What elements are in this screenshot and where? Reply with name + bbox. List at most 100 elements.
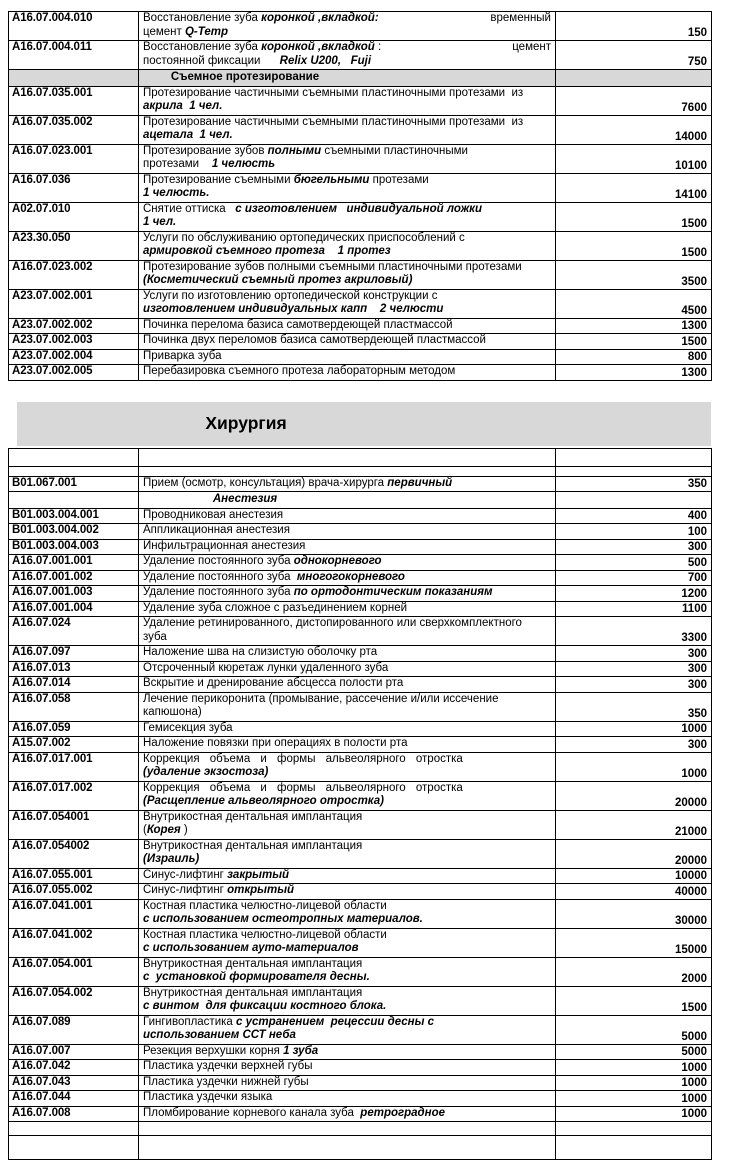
price-cell: 5000 [555, 1043, 712, 1060]
desc-line: Протезирование съемными бюгельными проте… [143, 173, 551, 187]
desc-line: (Корея ) [143, 824, 551, 838]
code-cell: A16.07.035.002 [8, 114, 139, 145]
text-segment: многогокорневого [296, 570, 405, 583]
text-segment: 1 челюсть [211, 158, 276, 170]
empty-row [8, 1135, 712, 1160]
table-row: A16.07.041.001 Костная пластика челюстно-… [8, 898, 712, 929]
desc-cell: Наложение повязки при операциях в полост… [138, 736, 556, 753]
desc-line: Протезирование частичными съемными пласт… [143, 116, 551, 129]
code-cell: A16.07.097 [8, 645, 139, 662]
price-cell: 3300 [555, 616, 712, 646]
desc-cell: Услуги по обслуживанию ортопедических пр… [138, 230, 556, 261]
table-row: A16.07.023.001 Протезирование зубов полны… [8, 143, 712, 174]
table-row: B01.067.001 Прием (осмотр, консультация) … [8, 475, 712, 492]
text-segment: Протезирование съемными [143, 173, 294, 186]
price-cell: 750 [555, 40, 712, 70]
desc-cell: Съемное протезирование [138, 69, 556, 87]
text-segment: Пластика уздечки языка [143, 1091, 273, 1103]
text-segment: ) [180, 824, 188, 836]
desc-line: с винтом для фиксации костного блока. [143, 1000, 551, 1014]
table-row: A16.07.023.002 Протезирование зубов полны… [8, 259, 712, 290]
text-segment: Наложение повязки при операциях в полост… [143, 737, 408, 749]
code-cell: A16.07.058 [8, 691, 139, 722]
section-title: Хирургия [205, 413, 287, 433]
text-segment: Костная пластика челюстно-лицевой област… [143, 899, 387, 912]
desc-line: капюшона) [143, 706, 551, 720]
text-segment: съемными пластиночными [321, 144, 468, 157]
price-cell [555, 491, 712, 509]
code-cell: A16.07.004.010 [8, 11, 139, 41]
table-row: A23.07.002.001 Услуги по изготовлению орт… [8, 288, 712, 319]
text-segment: Протезирование зубов [143, 144, 268, 157]
table-row: A16.07.024 Удаление ретинированного, дист… [8, 616, 712, 646]
desc-line: Восстановление зуба коронкой ,вкладкой :… [143, 42, 551, 55]
desc-line: постоянной фиксации Relix U200, Fuji [143, 55, 551, 69]
desc-line: цемент Q-Temp [143, 26, 551, 40]
text-segment: Внутрикостная дентальная имплантация [143, 839, 363, 852]
table-row: A16.07.054002 Внутрикостная дентальная им… [8, 838, 712, 869]
desc-cell: Протезирование зубов полными съемными пл… [138, 259, 556, 290]
table-row: A16.07.089 Гингивопластика с устранением … [8, 1014, 712, 1045]
table-row: A16.07.054.002 Внутрикостная дентальная и… [8, 985, 712, 1016]
desc-line: акрила 1 чел. [143, 100, 551, 114]
desc-line: Протезирование частичными съемными пласт… [143, 87, 551, 100]
desc-cell: Аппликационная анестезия [138, 523, 556, 540]
price-table-orthopedics: A16.07.004.010 Восстановление зуба коронк… [8, 11, 712, 381]
desc-line: Наложение шва на слизистую оболочку рта [143, 646, 551, 659]
desc-cell: Внутрикостная дентальная имплантация (Изр… [138, 838, 556, 869]
text-segment: Наложение шва на слизистую оболочку рта [143, 646, 378, 658]
price-cell: 100 [555, 523, 712, 540]
text-segment: Вскрытие и дренирование абсцесса полости… [143, 677, 404, 689]
price-cell [555, 1135, 712, 1160]
desc-cell: Приварка зуба [138, 348, 556, 365]
code-cell: B01.067.001 [8, 475, 139, 492]
desc-line: Резекция верхушки корня 1 зуба [143, 1044, 551, 1058]
table-row: A16.07.043 Пластика уздечки нижней губы 10… [8, 1074, 712, 1091]
desc-line: Инфильтрационная анестезия [143, 540, 551, 553]
table-row: B01.003.004.002 Аппликационная анестезия 1… [8, 523, 712, 540]
text-segment: Аппликационная анестезия [143, 524, 290, 536]
desc-line: Пломбирование корневого канала зуба ретр… [143, 1106, 551, 1120]
empty-row [8, 465, 712, 477]
price-cell: 800 [555, 348, 712, 365]
code-cell [8, 1121, 139, 1136]
desc-line: Внутрикостная дентальная имплантация [143, 811, 551, 824]
price-cell: 300 [555, 736, 712, 753]
text-segment: 1 зуба [283, 1044, 319, 1057]
price-cell: 1100 [555, 600, 712, 617]
desc-cell: Коррекция объема и формы альвеолярного о… [138, 780, 556, 811]
code-cell: A16.07.059 [8, 720, 139, 737]
code-cell: A16.07.023.002 [8, 259, 139, 290]
desc-line: Пластика уздечки языка [143, 1091, 551, 1104]
price-cell: 15000 [555, 927, 712, 958]
desc-line: Вскрытие и дренирование абсцесса полости… [143, 677, 551, 690]
text-segment: Синус-лифтинг [143, 868, 228, 881]
code-cell: A16.07.055.001 [8, 867, 139, 884]
table-row: A16.07.017.001 Коррекция объема и формы а… [8, 751, 712, 782]
code-cell: A16.07.035.001 [8, 85, 139, 116]
desc-cell [138, 1121, 556, 1136]
code-cell: A16.07.001.001 [8, 554, 139, 571]
desc-cell [138, 447, 556, 467]
text-segment: Приварка зуба [143, 349, 222, 362]
table-row: A16.07.004.011 Восстановление зуба коронк… [8, 40, 712, 70]
desc-cell: Протезирование частичными съемными пласт… [138, 85, 556, 116]
desc-line: Синус-лифтинг открытый [143, 884, 551, 897]
desc-cell: Пластика уздечки языка [138, 1090, 556, 1107]
code-cell [8, 465, 139, 477]
text-segment: ретроградное [360, 1106, 446, 1119]
text-segment: цемент [143, 25, 185, 38]
code-cell: A16.07.004.011 [8, 40, 139, 70]
text-segment: с использованием остеотропных материалов… [143, 913, 423, 925]
desc-cell: Услуги по изготовлению ортопедической ко… [138, 288, 556, 319]
desc-cell: Починка перелома базиса самотвердеющей п… [138, 317, 556, 334]
text-segment: Пластика уздечки нижней губы [143, 1075, 309, 1088]
text-segment: (Расщепление альвеолярного отростка) [143, 795, 384, 807]
price-cell: 700 [555, 569, 712, 586]
desc-cell: Анестезия [138, 491, 556, 509]
desc-line: Починка двух переломов базиса самотверде… [143, 334, 551, 347]
text-segment: Коррекция объема и формы альвеолярного о… [143, 781, 463, 794]
text-segment: армировкой съемного протеза 1 протез [143, 245, 391, 257]
code-cell: A16.07.043 [8, 1074, 139, 1091]
text-segment: Коррекция объема и формы альвеолярного о… [143, 752, 463, 765]
